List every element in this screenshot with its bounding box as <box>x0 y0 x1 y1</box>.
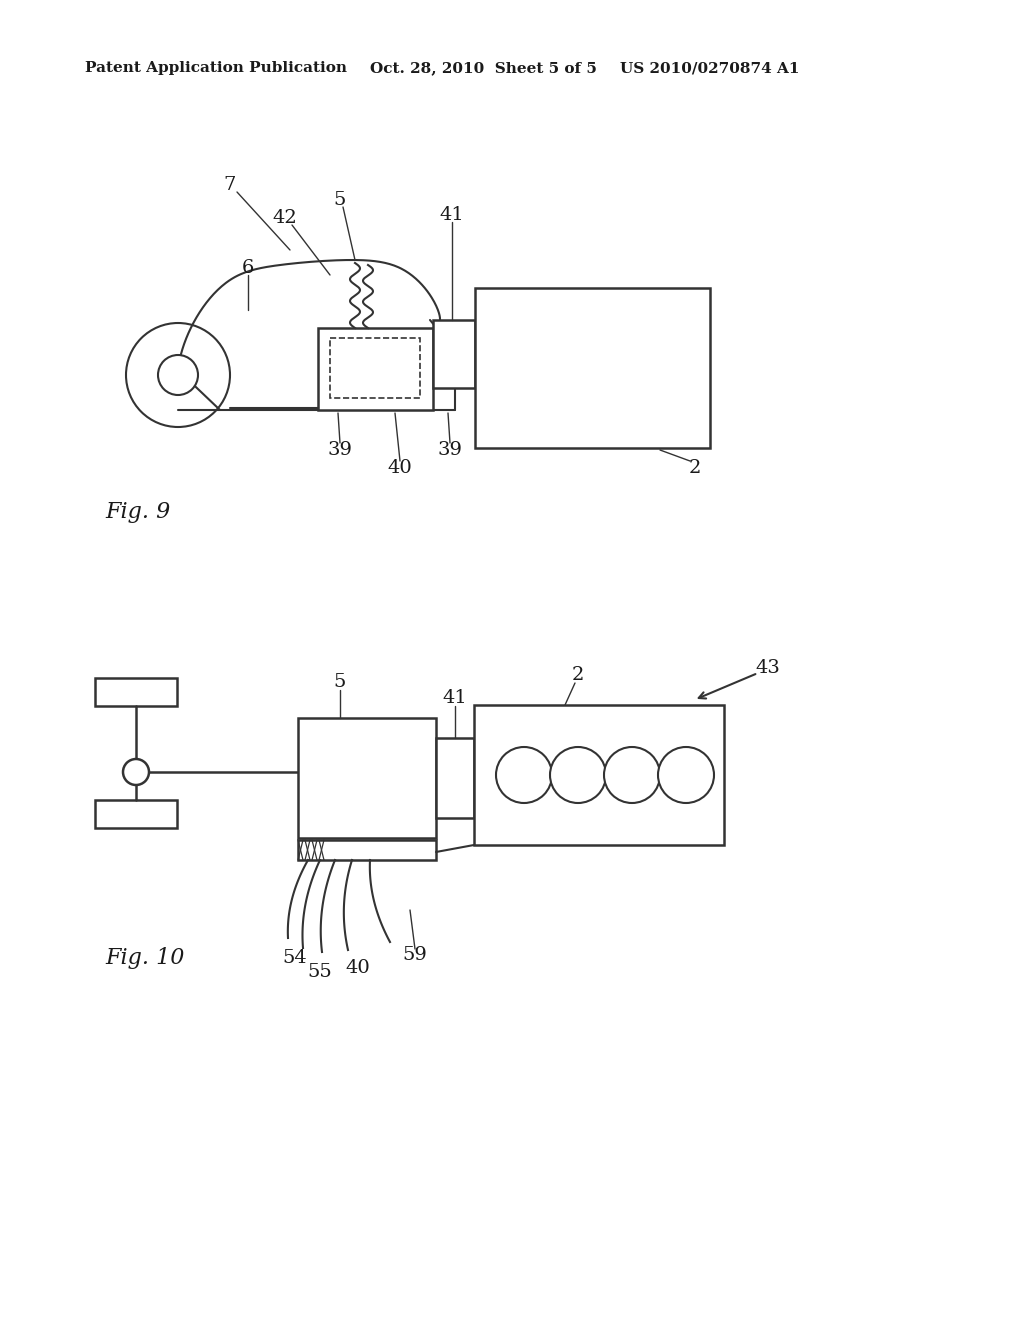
Text: 2: 2 <box>571 667 584 684</box>
Bar <box>298 718 436 838</box>
Text: Patent Application Publication: Patent Application Publication <box>85 61 347 75</box>
Circle shape <box>496 747 552 803</box>
Text: 40: 40 <box>388 459 413 477</box>
Text: 40: 40 <box>346 960 371 977</box>
Circle shape <box>123 759 150 785</box>
Circle shape <box>604 747 660 803</box>
Bar <box>95 678 177 706</box>
Bar <box>474 705 724 845</box>
Text: 6: 6 <box>242 259 254 277</box>
Bar <box>330 338 420 399</box>
Text: 39: 39 <box>437 441 463 459</box>
Text: 59: 59 <box>402 946 427 964</box>
Bar <box>95 800 177 828</box>
Text: Fig. 9: Fig. 9 <box>105 502 170 523</box>
Bar <box>318 327 433 411</box>
Circle shape <box>550 747 606 803</box>
Bar <box>433 319 475 388</box>
Bar <box>475 288 710 447</box>
Text: US 2010/0270874 A1: US 2010/0270874 A1 <box>620 61 800 75</box>
Text: 5: 5 <box>334 191 346 209</box>
Circle shape <box>158 355 198 395</box>
Bar <box>436 738 474 818</box>
Text: 54: 54 <box>283 949 307 968</box>
Text: 42: 42 <box>272 209 297 227</box>
Text: 7: 7 <box>224 176 237 194</box>
Circle shape <box>126 323 230 426</box>
Text: 5: 5 <box>334 673 346 690</box>
Text: 39: 39 <box>328 441 352 459</box>
Text: Oct. 28, 2010  Sheet 5 of 5: Oct. 28, 2010 Sheet 5 of 5 <box>370 61 597 75</box>
Bar <box>298 840 436 861</box>
Text: 41: 41 <box>442 689 467 708</box>
Text: 2: 2 <box>689 459 701 477</box>
Circle shape <box>658 747 714 803</box>
Text: 43: 43 <box>756 659 780 677</box>
Text: Fig. 10: Fig. 10 <box>105 946 184 969</box>
Text: 55: 55 <box>307 964 333 981</box>
Text: 41: 41 <box>439 206 464 224</box>
